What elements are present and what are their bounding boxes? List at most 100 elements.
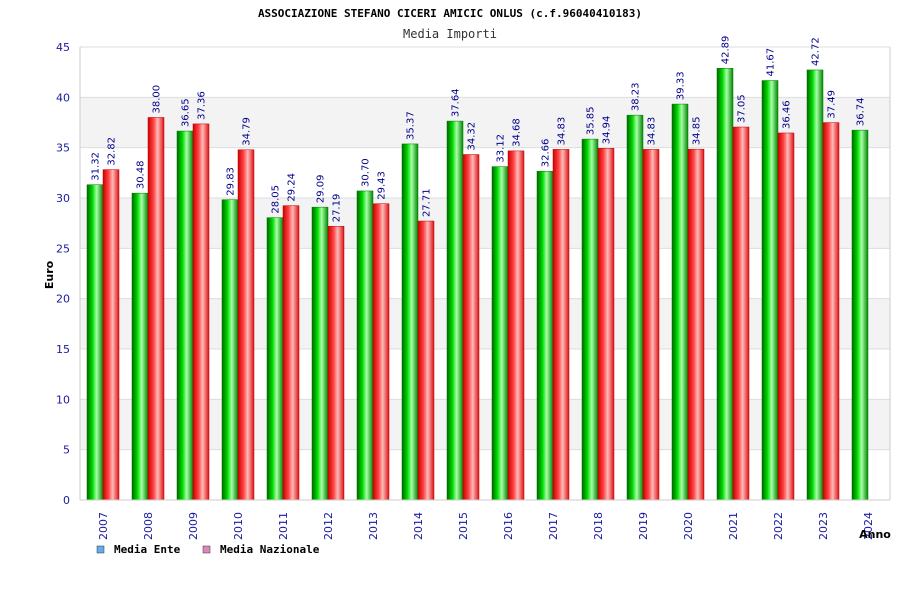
data-label: 29.09	[316, 175, 327, 204]
data-label: 34.83	[557, 117, 568, 146]
bar-media-ente-2014	[401, 143, 419, 501]
x-tick-label: 2008	[142, 512, 155, 540]
data-label: 29.24	[287, 173, 298, 202]
x-tick-label: 2019	[637, 512, 650, 540]
bar-media-ente-2007	[86, 184, 104, 501]
bar-media-ente-2022	[761, 80, 779, 501]
x-tick-label: 2018	[592, 512, 605, 540]
y-tick-label: 10	[56, 393, 70, 406]
bar-media-ente-2023	[806, 69, 824, 501]
bar-media-ente-2013	[356, 190, 374, 501]
x-tick-label: 2011	[277, 512, 290, 540]
data-label: 30.70	[361, 158, 372, 187]
bar-media-ente-2010	[221, 199, 239, 501]
x-tick-label: 2023	[817, 512, 830, 540]
axes-group: 0 5 10 15 20 25 30 35 40 45 2007 2008 2009 2010 2011 20…	[56, 41, 891, 540]
data-label: 42.72	[811, 37, 822, 66]
bar-media-nazionale-2014	[417, 220, 435, 501]
bar-media-ente-2016	[491, 166, 509, 501]
y-axis-label: Euro	[43, 260, 56, 289]
data-label: 35.37	[406, 111, 417, 140]
data-label: 33.12	[496, 134, 507, 163]
data-label: 29.43	[377, 171, 388, 200]
x-tick-label: 2014	[412, 512, 425, 540]
data-label: 35.85	[586, 106, 597, 135]
bar-media-nazionale-2023	[822, 122, 840, 501]
x-tick-label: 2012	[322, 512, 335, 540]
bar-media-ente-2024	[851, 129, 869, 501]
grid-band	[80, 298, 890, 349]
legend-label-media-nazionale: Media Nazionale	[220, 543, 320, 556]
data-label: 36.74	[856, 98, 867, 127]
x-tick-label: 2017	[547, 512, 560, 540]
y-tick-label: 30	[56, 192, 70, 205]
bar-media-ente-2009	[176, 130, 194, 501]
data-labels-group: 31.32 32.82 30.48 38.00 36.65 37.36 29.83 34.79…	[91, 36, 867, 223]
x-tick-label: 2010	[232, 512, 245, 540]
y-tick-label: 45	[56, 41, 70, 54]
bar-media-nazionale-2010	[237, 149, 255, 501]
bar-media-nazionale-2021	[732, 126, 750, 501]
bar-media-ente-2012	[311, 206, 329, 501]
data-label: 36.46	[782, 100, 793, 129]
data-label: 27.19	[332, 194, 343, 223]
data-label: 38.23	[631, 83, 642, 112]
bar-media-nazionale-2011	[282, 205, 300, 501]
data-label: 32.66	[541, 139, 552, 168]
x-tick-label: 2024	[862, 512, 875, 540]
bar-media-nazionale-2008	[147, 117, 165, 501]
data-label: 42.89	[721, 36, 732, 65]
data-label: 37.36	[197, 91, 208, 120]
y-tick-label: 5	[63, 444, 70, 457]
x-tick-label: 2016	[502, 512, 515, 540]
data-label: 29.83	[226, 167, 237, 196]
bar-media-ente-2021	[716, 67, 734, 501]
bar-media-ente-2015	[446, 120, 464, 501]
data-label: 36.65	[181, 98, 192, 127]
grid-band	[80, 198, 890, 249]
grid-band	[80, 97, 890, 148]
bar-media-nazionale-2022	[777, 132, 795, 501]
bar-media-ente-2019	[626, 114, 644, 501]
data-label: 31.32	[91, 152, 102, 181]
grid-band	[80, 399, 890, 450]
x-tick-label: 2007	[97, 512, 110, 540]
bar-media-nazionale-2012	[327, 226, 345, 501]
y-tick-label: 25	[56, 242, 70, 255]
bar-media-nazionale-2017	[552, 149, 570, 501]
legend: Media Ente Media Nazionale	[96, 543, 320, 556]
data-label: 32.82	[107, 137, 118, 166]
bar-media-nazionale-2015	[462, 154, 480, 501]
bar-media-nazionale-2020	[687, 148, 705, 501]
bar-media-ente-2018	[581, 138, 599, 501]
y-tick-label: 40	[56, 91, 70, 104]
bars-group	[86, 67, 869, 501]
bar-media-ente-2020	[671, 103, 689, 501]
data-label: 34.85	[692, 117, 703, 146]
data-label: 39.33	[676, 71, 687, 100]
bar-media-ente-2008	[131, 192, 149, 501]
data-label: 37.05	[737, 94, 748, 123]
data-label: 28.05	[271, 185, 282, 214]
data-label: 34.94	[602, 116, 613, 145]
x-tick-label: 2009	[187, 512, 200, 540]
bar-media-ente-2011	[266, 217, 284, 501]
plot-background	[80, 47, 890, 500]
data-label: 38.00	[152, 85, 163, 114]
data-label: 37.64	[451, 88, 462, 117]
bar-media-nazionale-2019	[642, 149, 660, 501]
gridlines	[80, 46, 890, 501]
bar-media-nazionale-2009	[192, 123, 210, 501]
bar-media-nazionale-2013	[372, 203, 390, 501]
data-label: 27.71	[422, 188, 433, 217]
y-tick-label: 35	[56, 142, 70, 155]
legend-swatch-media-ente	[96, 545, 105, 554]
data-label: 34.32	[467, 122, 478, 151]
chart-subtitle: Media Importi	[403, 27, 497, 41]
x-tick-label: 2015	[457, 512, 470, 540]
data-label: 37.49	[827, 90, 838, 119]
chart-title: ASSOCIAZIONE STEFANO CICERI AMICIC ONLUS…	[258, 7, 642, 20]
data-label: 34.79	[242, 117, 253, 146]
legend-label-media-ente: Media Ente	[114, 543, 181, 556]
bar-media-nazionale-2018	[597, 148, 615, 501]
